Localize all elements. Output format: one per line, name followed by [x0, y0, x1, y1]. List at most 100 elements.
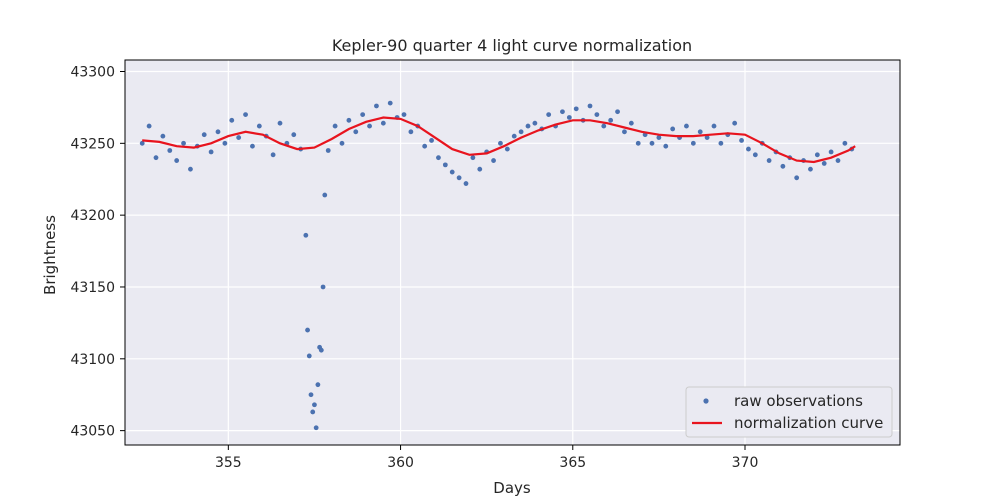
data-point [325, 148, 331, 153]
data-point [153, 155, 159, 161]
x-tick-labels: 355 360 365 370 [215, 445, 758, 471]
data-point [718, 140, 724, 146]
data-point [463, 181, 469, 186]
data-point [566, 115, 572, 120]
x-tick-label: 365 [559, 455, 586, 471]
x-tick-label: 360 [387, 455, 414, 471]
data-point [491, 158, 496, 163]
data-point [442, 162, 448, 168]
data-point [587, 103, 593, 109]
y-tick-label: 43050 [70, 424, 115, 440]
data-point [601, 123, 607, 129]
data-point [250, 143, 255, 149]
y-axis-label: Brightness [41, 215, 59, 295]
data-point [511, 133, 517, 139]
data-point [670, 126, 676, 132]
chart-title: Kepler-90 quarter 4 light curve normaliz… [332, 36, 692, 55]
data-point [222, 140, 228, 146]
data-point [360, 112, 366, 117]
data-point [322, 192, 328, 198]
data-point [243, 112, 248, 117]
data-point [310, 409, 316, 415]
data-point [573, 106, 579, 112]
data-point [594, 112, 600, 117]
data-point [188, 166, 193, 172]
data-point [332, 123, 338, 129]
y-tick-label: 43150 [70, 280, 115, 296]
data-point [308, 392, 314, 398]
data-point [181, 140, 186, 146]
data-point [236, 135, 242, 140]
data-point [649, 140, 655, 146]
plot-background [125, 60, 900, 445]
data-point [704, 135, 710, 140]
data-point [201, 132, 207, 138]
data-point [835, 158, 841, 163]
data-point [320, 284, 326, 290]
data-point [277, 120, 283, 126]
data-point [746, 146, 751, 152]
data-point [628, 120, 634, 126]
data-point [498, 140, 503, 146]
data-point [367, 123, 372, 129]
data-point [408, 129, 414, 135]
data-point [291, 132, 297, 138]
data-point [525, 123, 531, 129]
legend-scatter-marker [703, 398, 709, 404]
data-point [374, 103, 379, 109]
data-point [306, 353, 312, 359]
data-point [422, 143, 428, 149]
legend-raw-observations: raw observations [734, 392, 863, 410]
data-point [560, 109, 565, 115]
data-point [256, 123, 262, 129]
x-tick-label: 370 [732, 455, 759, 471]
data-point [635, 140, 641, 146]
data-point [353, 129, 359, 135]
legend: raw observations normalization curve [685, 386, 893, 438]
data-point [146, 123, 152, 129]
data-point [436, 155, 441, 161]
plot-frame [124, 59, 901, 446]
x-axis-label: Days [493, 479, 531, 497]
data-point [346, 117, 352, 123]
data-point [208, 149, 214, 155]
data-point [780, 163, 786, 169]
y-tick-label: 43100 [70, 352, 115, 368]
data-point [429, 138, 434, 143]
data-point [711, 123, 717, 129]
data-point [470, 155, 476, 161]
data-point [546, 112, 552, 117]
data-point [504, 146, 510, 152]
data-point [174, 158, 180, 163]
data-point [752, 152, 758, 158]
raw-observations-points [139, 100, 855, 431]
data-point [215, 129, 221, 135]
data-point [401, 112, 407, 117]
normalization-curve-line [142, 116, 856, 164]
data-point [684, 123, 689, 129]
data-point [305, 327, 310, 333]
data-point [622, 129, 627, 135]
data-point [656, 135, 662, 140]
data-point [608, 117, 614, 123]
data-point [270, 152, 276, 158]
data-point [821, 161, 827, 166]
data-point [139, 140, 145, 146]
data-point [318, 347, 324, 353]
data-point [477, 166, 483, 172]
data-point [615, 109, 620, 115]
data-point [663, 143, 669, 149]
data-point [828, 149, 834, 155]
data-point [814, 152, 820, 158]
data-point [380, 120, 386, 126]
x-tick-label: 355 [215, 455, 242, 471]
data-point [339, 140, 345, 146]
data-point [794, 175, 800, 181]
data-point [808, 166, 813, 172]
data-point [313, 425, 319, 431]
y-tick-label: 43300 [70, 64, 115, 80]
data-point [160, 133, 166, 139]
y-tick-label: 43200 [70, 208, 115, 224]
data-point [532, 120, 538, 126]
